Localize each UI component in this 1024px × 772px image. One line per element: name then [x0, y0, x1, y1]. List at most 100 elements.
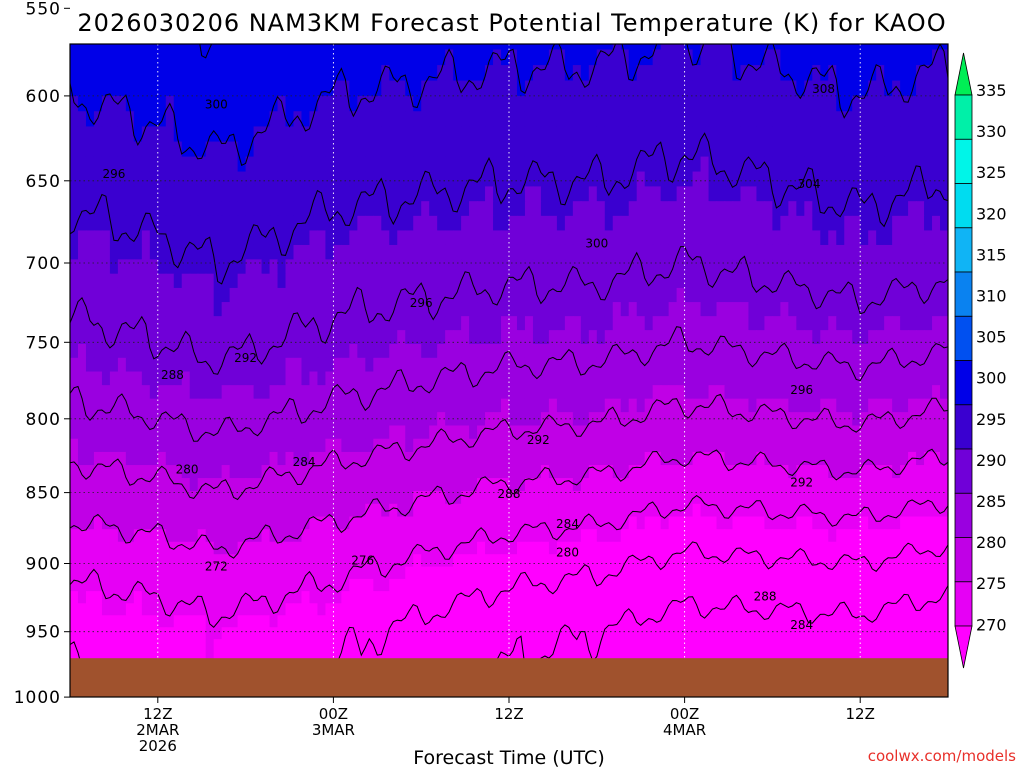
field-cell — [182, 50, 191, 66]
field-cell — [613, 50, 622, 66]
field-cell — [254, 96, 263, 112]
field-cell — [852, 81, 861, 97]
field-cell — [150, 96, 159, 112]
field-cell — [301, 65, 310, 81]
field-cell — [246, 65, 255, 81]
field-cell — [230, 65, 239, 81]
field-cell — [717, 65, 726, 81]
field-cell — [772, 81, 781, 97]
field-cell — [70, 96, 79, 112]
field-cell — [661, 65, 670, 81]
field-cell — [365, 50, 374, 66]
field-cell — [836, 65, 845, 81]
field-cell — [206, 81, 215, 97]
field-cell — [357, 81, 366, 97]
field-cell — [230, 96, 239, 112]
field-cell — [230, 50, 239, 66]
field-cell — [94, 50, 103, 66]
field-cell — [349, 65, 358, 81]
field-cell — [445, 65, 454, 81]
field-cell — [685, 65, 694, 81]
field-cell — [150, 81, 159, 97]
field-cell — [597, 81, 606, 97]
field-cell — [748, 81, 757, 97]
field-cell — [437, 50, 446, 66]
field-cell — [637, 81, 646, 97]
field-cell — [373, 50, 382, 66]
field-cell — [605, 81, 614, 97]
field-cell — [509, 81, 518, 97]
field-cell — [581, 50, 590, 66]
field-cell — [517, 50, 526, 66]
field-cell — [365, 81, 374, 97]
field-cell — [246, 96, 255, 112]
field-cell — [142, 50, 151, 66]
field-cell — [461, 65, 470, 81]
field-cell — [190, 65, 199, 81]
field-cell — [844, 81, 853, 97]
field-cell — [325, 65, 334, 81]
field-cell — [301, 96, 310, 112]
field-cell — [389, 96, 398, 112]
field-cell — [166, 65, 175, 81]
field-cell — [278, 65, 287, 81]
field-cell — [860, 50, 869, 66]
field-cell — [892, 50, 901, 66]
field-cell — [349, 81, 358, 97]
field-cell — [900, 65, 909, 81]
chart-title: 2026030206 NAM3KM Forecast Potential Tem… — [77, 9, 946, 37]
field-cell — [788, 81, 797, 97]
field-cell — [693, 65, 702, 81]
field-cell — [860, 65, 869, 81]
field-cell — [381, 81, 390, 97]
field-cell — [142, 65, 151, 81]
field-cell — [876, 50, 885, 66]
field-cell — [812, 50, 821, 66]
field-cell — [740, 81, 749, 97]
field-cell — [262, 96, 271, 112]
field-cell — [892, 65, 901, 81]
field-cell — [852, 65, 861, 81]
field-cell — [118, 81, 127, 97]
field-cell — [301, 50, 310, 66]
field-cell — [110, 50, 119, 66]
field-cell — [844, 50, 853, 66]
field-cell — [94, 81, 103, 97]
field-cell — [756, 81, 765, 97]
field-cell — [246, 50, 255, 66]
field-cell — [254, 65, 263, 81]
field-cell — [397, 81, 406, 97]
field-cell — [190, 50, 199, 66]
field-cell — [685, 81, 694, 97]
field-cell — [940, 81, 949, 97]
field-cell — [916, 50, 925, 66]
field-cell — [413, 65, 422, 81]
field-cell — [429, 65, 438, 81]
field-cell — [270, 81, 279, 97]
field-cell — [301, 81, 310, 97]
field-cell — [286, 96, 295, 112]
field-cell — [429, 81, 438, 97]
field-cell — [788, 65, 797, 81]
field-cell — [182, 96, 191, 112]
field-cell — [238, 96, 247, 112]
field-cell — [764, 65, 773, 81]
field-cell — [653, 65, 662, 81]
field-cell — [669, 65, 678, 81]
field-cell — [780, 65, 789, 81]
field-cell — [565, 81, 574, 97]
field-cell — [158, 50, 167, 66]
field-cell — [589, 65, 598, 81]
field-cell — [134, 96, 143, 112]
field-cell — [325, 50, 334, 66]
field-cell — [677, 81, 686, 97]
field-cell — [134, 65, 143, 81]
field-cell — [533, 81, 542, 97]
field-cell — [158, 96, 167, 112]
field-cell — [230, 81, 239, 97]
field-cell — [717, 50, 726, 66]
field-cell — [541, 50, 550, 66]
field-cell — [389, 50, 398, 66]
field-cell — [645, 65, 654, 81]
field-cell — [852, 50, 861, 66]
